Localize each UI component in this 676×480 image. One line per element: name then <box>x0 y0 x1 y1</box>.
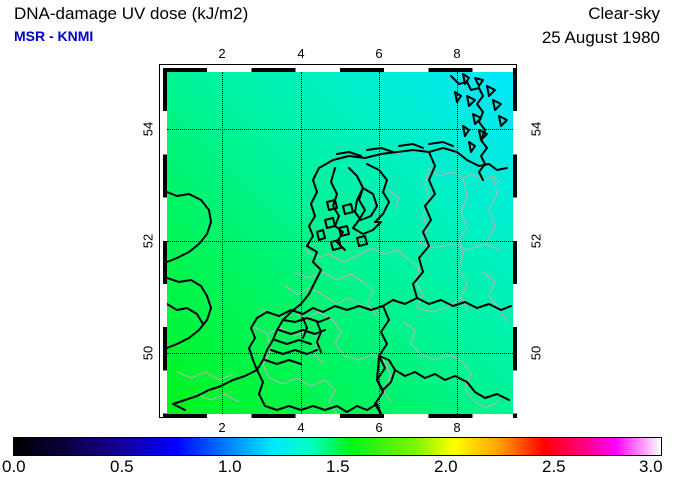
xtick-bottom-2: 6 <box>375 420 383 435</box>
uv-dose-field <box>167 72 513 414</box>
uv-dose-map: 2 4 6 8 2 4 6 8 54 52 50 54 52 50 <box>141 46 544 435</box>
colorbar-tick-0: 0.0 <box>2 457 26 476</box>
colorbar-tick-6: 3.0 <box>639 457 663 476</box>
source-label: MSR - KNMI <box>14 28 94 44</box>
colorbar-tick-labels: 0.0 0.5 1.0 1.5 2.0 2.5 3.0 <box>2 457 663 479</box>
sky-condition-label: Clear-sky <box>588 4 660 23</box>
ytick-left-50: 50 <box>140 345 156 361</box>
colorbar-tick-5: 2.5 <box>542 457 566 476</box>
xtick-top-1: 4 <box>297 46 305 61</box>
ytick-right-52: 52 <box>528 233 544 249</box>
colorbar-tick-2: 1.0 <box>218 457 242 476</box>
colorbar-gradient <box>13 437 662 456</box>
axis-band-top <box>163 68 517 72</box>
page-title: DNA-damage UV dose (kJ/m2) <box>14 4 249 23</box>
ytick-left-54: 54 <box>140 121 156 137</box>
colorbar-tick-4: 2.0 <box>434 457 458 476</box>
date-label: 25 August 1980 <box>541 28 660 47</box>
coastlines <box>167 73 512 414</box>
axis-band-right <box>513 68 517 418</box>
xtick-bottom-0: 2 <box>218 420 226 435</box>
xtick-top-3: 8 <box>453 46 461 61</box>
axis-band-left <box>163 68 167 418</box>
xtick-top-0: 2 <box>218 46 226 61</box>
ytick-right-50: 50 <box>528 345 544 361</box>
axis-band-bottom <box>163 414 517 418</box>
colorbar-tick-1: 0.5 <box>110 457 134 476</box>
colorbar <box>13 437 662 456</box>
xtick-bottom-1: 4 <box>297 420 305 435</box>
ytick-right-54: 54 <box>528 121 544 137</box>
xtick-bottom-3: 8 <box>453 420 461 435</box>
colorbar-tick-3: 1.5 <box>326 457 350 476</box>
xtick-top-2: 6 <box>375 46 383 61</box>
ytick-left-52: 52 <box>140 233 156 249</box>
